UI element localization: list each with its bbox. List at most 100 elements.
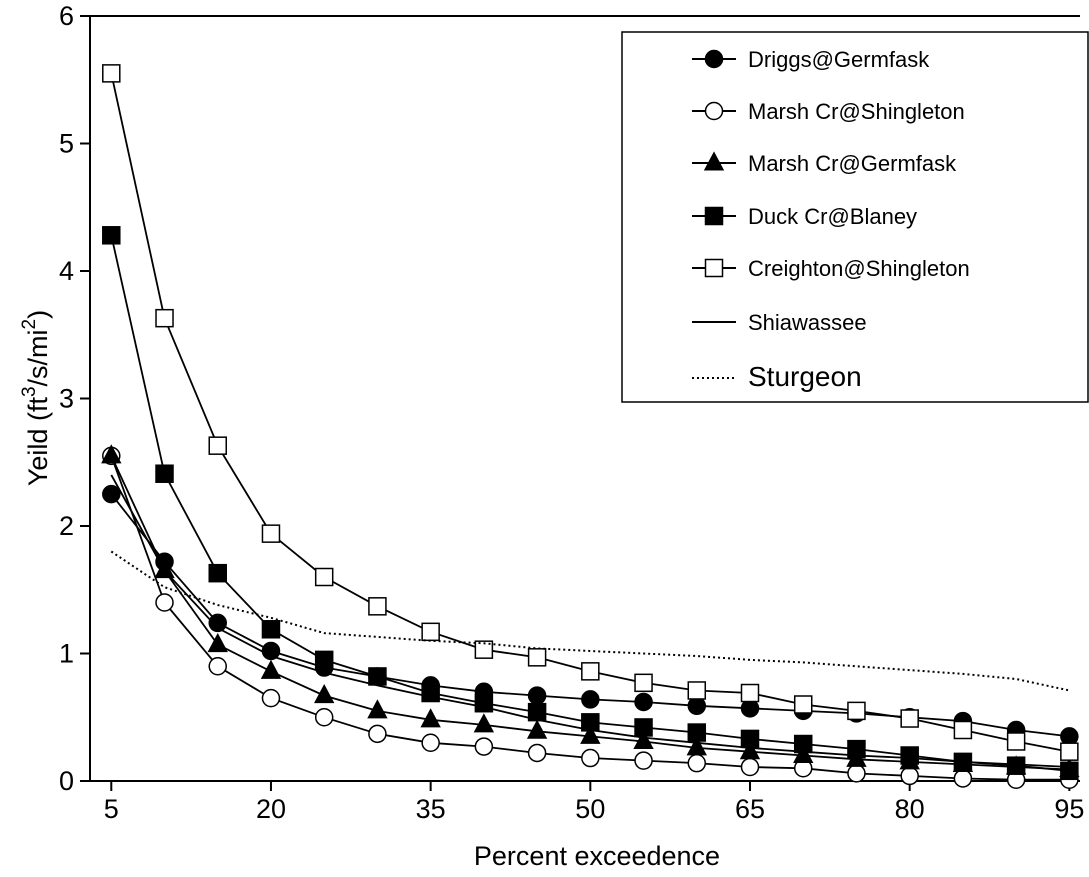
data-point (527, 743, 547, 763)
y-axis-label-sup2: 2 (19, 319, 40, 330)
data-point (102, 484, 121, 504)
data-point (953, 720, 973, 740)
data-point (314, 650, 334, 670)
data-point (634, 692, 653, 712)
legend-marker (704, 206, 724, 226)
y-axis-label-mid: /s/mi (23, 329, 53, 386)
legend-label: Sturgeon (748, 361, 862, 392)
data-point (421, 622, 440, 642)
data-point (847, 701, 866, 721)
legend-item-shiawassee: Shiawassee (692, 310, 867, 335)
legend-marker (703, 151, 725, 171)
data-point (208, 563, 227, 583)
x-tick-label: 50 (575, 794, 605, 824)
data-point (633, 729, 654, 750)
legend-marker (704, 258, 724, 278)
series-duck-cr-blaney (102, 226, 1079, 781)
data-point (900, 766, 919, 786)
legend-item-duck-cr-blaney: Duck Cr@Blaney (692, 204, 917, 229)
data-point (421, 733, 440, 752)
data-point (581, 662, 600, 681)
data-point (367, 699, 388, 719)
data-point (368, 667, 387, 686)
data-point (102, 64, 121, 83)
data-point (740, 757, 760, 777)
data-point (793, 695, 813, 714)
legend-label: Marsh Cr@Germfask (748, 151, 957, 176)
y-tick-label: 0 (59, 766, 74, 796)
data-point (687, 723, 707, 742)
data-point (581, 690, 600, 709)
x-tick-label: 20 (256, 794, 286, 824)
data-point (314, 708, 334, 727)
data-point (1006, 756, 1026, 775)
data-point (634, 751, 653, 770)
x-tick-label: 35 (416, 794, 446, 824)
series-creighton-shingleton (102, 64, 1079, 761)
data-point (261, 620, 281, 639)
data-point (207, 632, 228, 653)
data-point (900, 709, 919, 728)
labels-layer: Percent exceedence Yeild (ft3/s/mi2) (19, 310, 720, 871)
legend-label: Driggs@Germfask (748, 47, 930, 72)
legend-label: Shiawassee (748, 310, 867, 335)
data-point (314, 567, 334, 587)
series-layer (101, 64, 1080, 789)
legend-label: Marsh Cr@Shingleton (748, 99, 965, 124)
y-axis-label: Yeild (ft3/s/mi2) (19, 310, 53, 486)
data-point (101, 444, 122, 464)
data-point (1006, 732, 1026, 751)
data-point (155, 308, 174, 328)
data-point (634, 673, 653, 693)
data-point (527, 686, 547, 705)
data-point (740, 683, 760, 703)
data-point (261, 524, 281, 543)
data-point (155, 464, 174, 483)
legend-label: Duck Cr@Blaney (748, 204, 917, 229)
data-point (208, 613, 227, 633)
data-point (473, 713, 495, 733)
data-point (686, 736, 707, 756)
data-point (526, 719, 548, 739)
data-point (474, 737, 494, 756)
data-point (740, 729, 760, 749)
legend: Driggs@Germfask Marsh Cr@Shingleton Marsh … (621, 31, 1089, 403)
data-point (847, 764, 866, 783)
legend-label: Creighton@Shingleton (748, 256, 970, 281)
data-point (634, 718, 653, 737)
data-point (314, 683, 335, 704)
data-point (793, 743, 814, 764)
legend-marker (704, 101, 724, 121)
legend-item-creighton-shingleton: Creighton@Shingleton (692, 256, 970, 281)
data-point (421, 683, 440, 703)
data-point (208, 436, 227, 455)
x-tick-label: 80 (895, 794, 925, 824)
data-point (155, 593, 174, 612)
data-point (1060, 742, 1079, 761)
data-point (102, 226, 121, 245)
data-point (420, 708, 441, 728)
data-point (260, 659, 282, 679)
x-tick-label: 95 (1054, 794, 1084, 824)
x-tick-label: 5 (104, 794, 119, 824)
series-shiawassee (110, 474, 1070, 768)
y-tick-label: 4 (59, 256, 74, 286)
data-point (261, 688, 281, 708)
legend-item-marsh-cr-germfask: Marsh Cr@Germfask (692, 151, 957, 176)
data-point (739, 740, 761, 760)
data-point (1060, 727, 1079, 746)
data-point (793, 734, 813, 754)
data-point (580, 724, 601, 744)
y-tick-label: 2 (59, 511, 74, 541)
legend-marker (704, 49, 724, 69)
data-point (527, 648, 547, 667)
data-point (368, 597, 387, 616)
y-axis-label-end: ) (23, 310, 53, 319)
series-line (110, 474, 1070, 768)
legend-item-sturgeon: Sturgeon (692, 361, 862, 392)
data-point (581, 748, 600, 768)
data-point (474, 640, 494, 659)
y-axis-label-sup1: 3 (19, 386, 40, 397)
y-tick-label: 1 (59, 639, 74, 669)
